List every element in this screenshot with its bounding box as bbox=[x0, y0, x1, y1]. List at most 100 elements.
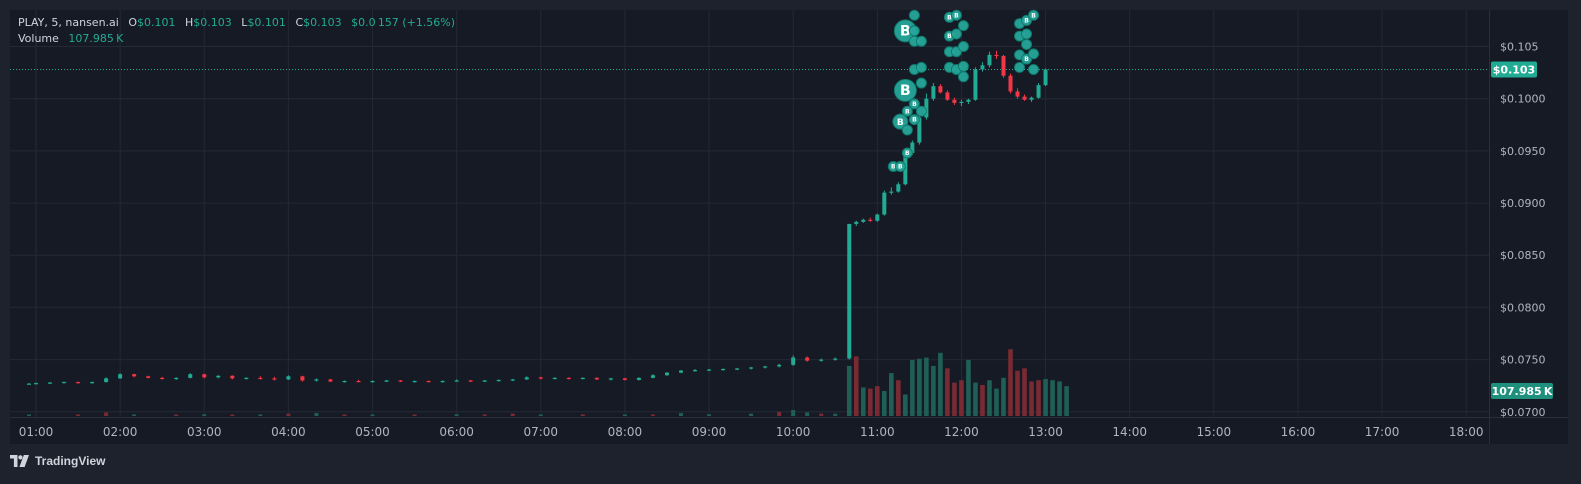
candle-body[interactable] bbox=[1001, 55, 1006, 76]
candle-body[interactable] bbox=[34, 383, 38, 385]
buy-bubble-marker[interactable] bbox=[957, 20, 969, 32]
candle-body[interactable] bbox=[952, 99, 957, 103]
candle-body[interactable] bbox=[805, 357, 810, 361]
candle-body[interactable] bbox=[104, 378, 109, 383]
candle-body[interactable] bbox=[959, 101, 964, 104]
price-axis[interactable] bbox=[1489, 10, 1568, 444]
buy-bubble-marker[interactable] bbox=[908, 114, 920, 126]
candle-body[interactable] bbox=[608, 378, 613, 380]
volume-label[interactable]: Volume bbox=[18, 32, 59, 45]
candle-body[interactable] bbox=[924, 98, 929, 118]
candle-body[interactable] bbox=[384, 380, 389, 382]
tradingview-branding[interactable]: TradingView bbox=[10, 454, 105, 468]
buy-bubble-marker[interactable] bbox=[957, 71, 969, 83]
candle-body[interactable] bbox=[664, 372, 669, 376]
buy-bubble-marker[interactable] bbox=[901, 147, 913, 159]
candle-body[interactable] bbox=[398, 380, 403, 382]
candle-body[interactable] bbox=[1008, 75, 1013, 92]
candle-body[interactable] bbox=[882, 192, 887, 215]
buy-bubble-marker[interactable] bbox=[893, 78, 917, 102]
candle-body[interactable] bbox=[833, 358, 838, 360]
candle-body[interactable] bbox=[314, 379, 319, 381]
candle-body[interactable] bbox=[76, 382, 81, 384]
buy-bubble-marker[interactable] bbox=[908, 25, 920, 37]
candle-body[interactable] bbox=[244, 377, 249, 380]
candle-body[interactable] bbox=[980, 65, 985, 70]
candle-body[interactable] bbox=[272, 378, 277, 380]
candle-body[interactable] bbox=[300, 376, 305, 381]
buy-bubble-marker[interactable] bbox=[1028, 48, 1040, 60]
candle-body[interactable] bbox=[90, 382, 95, 384]
candle-body[interactable] bbox=[987, 54, 992, 66]
buy-bubble-marker[interactable] bbox=[957, 60, 969, 72]
candle-body[interactable] bbox=[216, 375, 221, 378]
candle-body[interactable] bbox=[1015, 91, 1020, 97]
candle-body[interactable] bbox=[174, 377, 179, 380]
candle-body[interactable] bbox=[777, 364, 782, 367]
candle-body[interactable] bbox=[791, 357, 796, 365]
candle-body[interactable] bbox=[854, 221, 859, 224]
candle-body[interactable] bbox=[875, 214, 880, 221]
candle-body[interactable] bbox=[917, 117, 922, 143]
candle-body[interactable] bbox=[650, 375, 655, 378]
candle-body[interactable] bbox=[552, 377, 557, 380]
candle-body[interactable] bbox=[412, 380, 417, 383]
candle-body[interactable] bbox=[1029, 97, 1034, 100]
buy-bubble-marker[interactable] bbox=[915, 35, 927, 47]
buy-bubble-marker[interactable] bbox=[1014, 61, 1026, 73]
candle-body[interactable] bbox=[994, 54, 999, 57]
candle-body[interactable] bbox=[763, 366, 768, 368]
buy-bubble-marker[interactable] bbox=[1021, 28, 1033, 40]
buy-bubble-marker[interactable] bbox=[1021, 38, 1033, 50]
buy-bubble-marker[interactable] bbox=[957, 41, 969, 53]
candle-body[interactable] bbox=[26, 383, 31, 385]
candle-body[interactable] bbox=[258, 377, 263, 380]
candle-body[interactable] bbox=[1022, 96, 1027, 100]
candle-body[interactable] bbox=[868, 219, 873, 221]
current-price-tag[interactable] bbox=[1491, 61, 1537, 78]
buy-bubble-marker[interactable] bbox=[901, 124, 913, 136]
candle-body[interactable] bbox=[454, 380, 459, 382]
candle-body[interactable] bbox=[966, 99, 971, 102]
candle-body[interactable] bbox=[342, 380, 347, 383]
candle-body[interactable] bbox=[524, 377, 529, 380]
candle-body[interactable] bbox=[468, 380, 473, 382]
candle-body[interactable] bbox=[693, 370, 698, 372]
candle-body[interactable] bbox=[819, 359, 824, 361]
candle-body[interactable] bbox=[1036, 85, 1041, 98]
candle-body[interactable] bbox=[1043, 69, 1048, 86]
candle-body[interactable] bbox=[749, 367, 754, 369]
symbol-title[interactable]: PLAY, 5, nansen.ai bbox=[18, 16, 119, 29]
candle-body[interactable] bbox=[286, 376, 291, 380]
candle-body[interactable] bbox=[707, 369, 712, 371]
candle-body[interactable] bbox=[889, 191, 894, 193]
candle-body[interactable] bbox=[938, 86, 943, 93]
candle-body[interactable] bbox=[146, 376, 151, 378]
candle-body[interactable] bbox=[678, 370, 683, 373]
buy-bubble-marker[interactable] bbox=[908, 98, 920, 110]
candle-body[interactable] bbox=[482, 380, 487, 382]
candle-body[interactable] bbox=[440, 380, 445, 383]
candle-body[interactable] bbox=[861, 219, 866, 222]
candle-body[interactable] bbox=[910, 142, 915, 153]
candle-body[interactable] bbox=[580, 377, 585, 380]
buy-bubble-marker[interactable] bbox=[1028, 9, 1040, 21]
candle-body[interactable] bbox=[847, 223, 852, 359]
candle-body[interactable] bbox=[538, 377, 543, 379]
time-axis[interactable] bbox=[10, 417, 1489, 444]
candle-body[interactable] bbox=[622, 378, 627, 380]
candle-body[interactable] bbox=[496, 379, 501, 382]
buy-bubble-marker[interactable] bbox=[915, 61, 927, 73]
candle-body[interactable] bbox=[356, 380, 361, 383]
candle-body[interactable] bbox=[721, 368, 726, 371]
price-chart[interactable]: $0.105 $0.1000 $0.0950 $0.0900 $0.0850 $0.080… bbox=[0, 0, 1581, 450]
volume-tag[interactable] bbox=[1491, 383, 1553, 399]
candle-body[interactable] bbox=[132, 374, 137, 377]
buy-bubble-marker[interactable] bbox=[950, 28, 962, 40]
buy-bubble-marker[interactable] bbox=[915, 77, 927, 89]
candle-body[interactable] bbox=[566, 377, 571, 380]
candle-body[interactable] bbox=[945, 92, 950, 100]
buy-bubble-marker[interactable] bbox=[908, 9, 920, 21]
candle-body[interactable] bbox=[230, 375, 235, 379]
plot-area[interactable] bbox=[10, 10, 1489, 417]
